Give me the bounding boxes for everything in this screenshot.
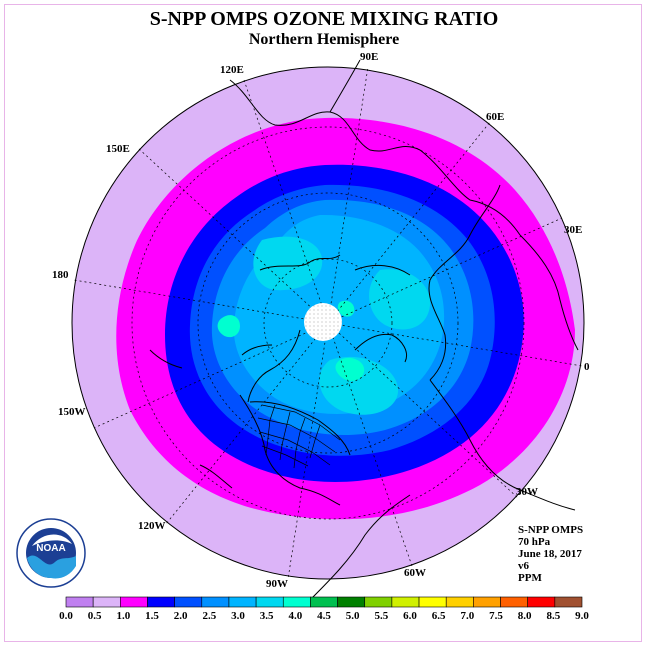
lon-label-150e: 150E <box>106 143 130 155</box>
colorbar-swatch <box>554 596 583 608</box>
lon-label-0: 0 <box>584 361 590 373</box>
coastlines <box>149 59 579 601</box>
colorbar-swatch <box>255 596 284 608</box>
colorbar-tick-label: 4.5 <box>317 610 331 622</box>
colorbar-tick-label: 0.0 <box>59 610 73 622</box>
colorbar-tick-label: 2.0 <box>174 610 188 622</box>
colorbar-tick-label: 4.0 <box>288 610 302 622</box>
field-hotspot-3 <box>337 300 355 317</box>
lon-label-90w: 90W <box>266 578 288 590</box>
colorbar-tick-label: 2.5 <box>202 610 216 622</box>
colorbar-tick-label: 1.0 <box>116 610 130 622</box>
map-boundary <box>71 66 585 580</box>
lon-label-90e: 90E <box>360 51 378 63</box>
lon-label-60w: 60W <box>404 567 426 579</box>
colorbar-tick-label: 6.5 <box>432 610 446 622</box>
lon-label-30w: 30W <box>516 486 538 498</box>
colorbar-swatch <box>310 596 338 608</box>
colorbar-tick-label: 5.5 <box>374 610 388 622</box>
noaa-logo-text: NOAA <box>36 543 65 554</box>
lon-label-30e: 30E <box>564 224 582 236</box>
colorbar-tick-label: 0.5 <box>88 610 102 622</box>
field-hotspot-1 <box>217 315 240 338</box>
colorbar-tick-label: 8.5 <box>546 610 560 622</box>
colorbar-swatch <box>445 596 474 608</box>
graticule <box>73 66 583 580</box>
info-units: PPM <box>518 572 542 584</box>
colorbar-swatch <box>418 596 447 608</box>
colorbar-tick-label: 7.5 <box>489 610 503 622</box>
colorbar-swatch <box>282 596 311 608</box>
info-block: S-NPP OMPS 70 hPa June 18, 2017 v6 PPM <box>518 524 583 584</box>
colorbar-tick-label: 6.0 <box>403 610 417 622</box>
colorbar-tick-label: 1.5 <box>145 610 159 622</box>
colorbar-swatch <box>147 596 175 608</box>
lon-label-120e: 120E <box>220 64 244 76</box>
colorbar-swatch <box>201 596 230 608</box>
longitude-labels: 90E 60E 30E 0 30W 60W 90W 120W 150W 180 … <box>52 51 590 590</box>
colorbar-swatch <box>364 596 393 608</box>
lon-label-120w: 120W <box>138 520 166 532</box>
colorbar-swatch <box>174 596 203 608</box>
colorbar-swatch <box>500 596 528 608</box>
colorbar-swatch <box>92 596 121 608</box>
colorbar: 0.0 0.5 1.0 1.5 2.0 2.5 3.0 3.5 4.0 4.5 5.0 5.5 6.0 6… <box>59 596 589 622</box>
colorbar-swatch <box>473 596 501 608</box>
colorbar-tick-label: 3.0 <box>231 610 245 622</box>
info-instrument: S-NPP OMPS <box>518 524 584 536</box>
colorbar-tick-label: 3.5 <box>260 610 274 622</box>
field-hotspot-2 <box>335 357 365 381</box>
field-patch-1 <box>253 236 323 291</box>
lon-label-180: 180 <box>52 269 69 281</box>
map-subtitle: Northern Hemisphere <box>248 31 400 48</box>
us-state-lines <box>257 404 341 469</box>
map-title: S-NPP OMPS OZONE MIXING RATIO <box>149 8 499 30</box>
colorbar-tick-label: 7.0 <box>460 610 474 622</box>
info-date: June 18, 2017 <box>518 548 582 560</box>
colorbar-swatch <box>120 596 148 608</box>
pole-missing-data <box>304 303 342 341</box>
info-level: 70 hPa <box>518 536 551 548</box>
colorbar-tick-label: 8.0 <box>518 610 532 622</box>
colorbar-swatch <box>527 596 556 608</box>
colorbar-swatch <box>228 596 257 608</box>
colorbar-tick-label: 5.0 <box>346 610 360 622</box>
lon-label-150w: 150W <box>58 406 86 418</box>
colorbar-swatch <box>337 596 366 608</box>
lon-label-60e: 60E <box>486 111 504 123</box>
colorbar-swatch <box>65 596 94 608</box>
colorbar-swatch <box>391 596 420 608</box>
colorbar-tick-label: 9.0 <box>575 610 589 622</box>
info-version: v6 <box>518 560 529 572</box>
noaa-logo: NOAA <box>16 518 86 588</box>
